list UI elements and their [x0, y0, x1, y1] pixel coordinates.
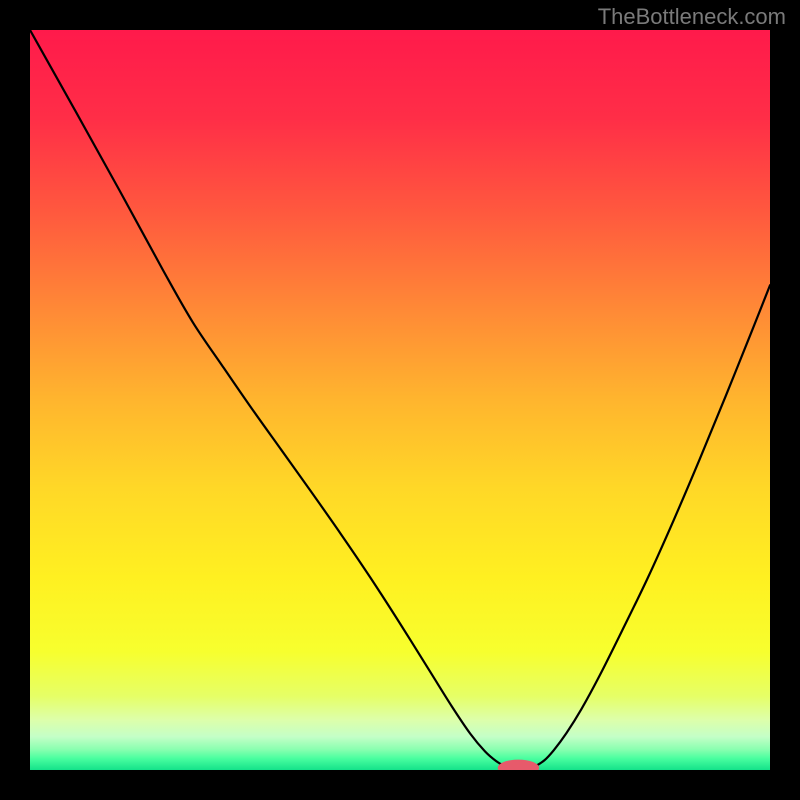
- chart-root: TheBottleneck.com: [0, 0, 800, 800]
- gradient-background: [30, 30, 770, 770]
- chart-svg: [30, 30, 770, 770]
- plot-area: [30, 30, 770, 770]
- watermark-text: TheBottleneck.com: [598, 4, 786, 30]
